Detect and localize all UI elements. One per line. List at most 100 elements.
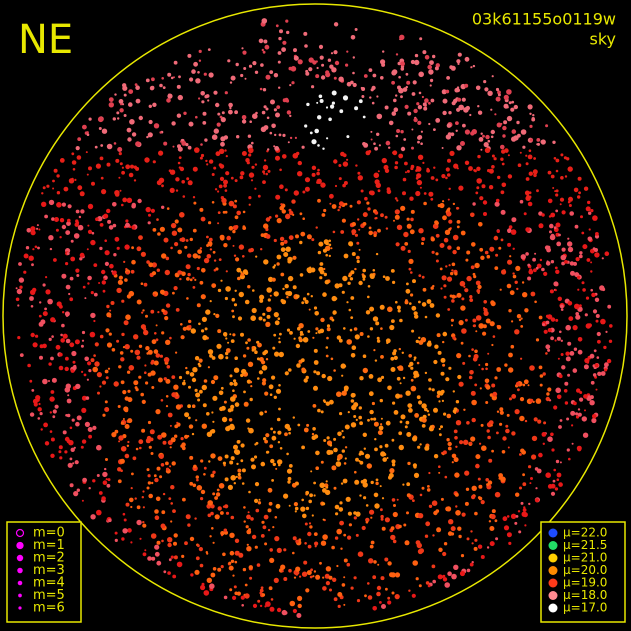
star [564, 381, 569, 386]
star [458, 534, 462, 539]
star [106, 143, 113, 150]
star [244, 583, 248, 587]
star [333, 22, 339, 27]
star [527, 276, 532, 281]
star [500, 122, 503, 125]
star [525, 252, 529, 256]
star [339, 412, 343, 416]
star [359, 460, 364, 465]
star [568, 457, 571, 461]
star [300, 358, 305, 363]
star [550, 260, 555, 264]
star [474, 511, 478, 516]
star [547, 170, 552, 175]
star [251, 464, 256, 470]
star [282, 98, 287, 103]
star [37, 246, 40, 250]
star [199, 563, 204, 568]
star [475, 330, 478, 333]
star [196, 303, 201, 308]
star [567, 341, 572, 346]
star [119, 162, 123, 166]
star [491, 165, 495, 169]
star [328, 575, 333, 580]
star [186, 277, 190, 281]
star [209, 300, 212, 303]
star [101, 269, 106, 275]
star [396, 224, 403, 230]
star [121, 299, 125, 303]
star [511, 431, 516, 436]
star [293, 190, 299, 196]
star [385, 420, 391, 426]
star [304, 299, 309, 304]
star [428, 122, 431, 126]
star [145, 381, 149, 385]
star [223, 595, 228, 600]
star [231, 297, 236, 302]
star [200, 459, 204, 463]
star [346, 301, 349, 304]
star [191, 377, 197, 383]
star [447, 441, 452, 447]
star [233, 367, 240, 373]
star [352, 56, 355, 59]
star [411, 128, 414, 131]
star [453, 407, 458, 412]
star [175, 308, 180, 312]
star [269, 131, 273, 135]
star [212, 420, 215, 423]
star [372, 606, 378, 611]
star [224, 454, 229, 459]
star [579, 304, 582, 308]
star [105, 478, 108, 481]
star [136, 519, 142, 526]
star [325, 72, 331, 78]
star [480, 255, 485, 260]
star [336, 528, 343, 535]
star [531, 435, 538, 442]
star [485, 401, 489, 404]
star [275, 194, 281, 200]
star [46, 184, 50, 188]
star [228, 200, 235, 207]
star [288, 568, 292, 573]
star [485, 384, 491, 390]
star [375, 182, 381, 188]
star [209, 354, 213, 358]
star [262, 378, 267, 383]
star [424, 371, 428, 375]
star [478, 222, 483, 227]
star [364, 594, 367, 598]
star [300, 231, 306, 237]
star [181, 442, 186, 447]
star [523, 212, 527, 216]
star [103, 213, 109, 219]
star [605, 330, 608, 333]
star [496, 325, 502, 330]
star [592, 373, 597, 377]
star [343, 533, 347, 537]
star [139, 446, 142, 450]
star [125, 219, 129, 223]
star [59, 158, 65, 163]
star [185, 264, 191, 270]
star [299, 273, 304, 277]
star [341, 583, 346, 587]
star [212, 541, 215, 544]
star [301, 301, 305, 305]
star [403, 523, 407, 527]
star [96, 444, 102, 451]
star [359, 494, 362, 497]
star [236, 267, 242, 273]
star [577, 412, 582, 417]
star [173, 286, 178, 291]
star [525, 154, 528, 157]
star [363, 142, 369, 148]
star [297, 171, 303, 177]
star [126, 294, 132, 299]
star [286, 328, 291, 332]
star [557, 296, 562, 301]
star [330, 247, 333, 250]
star [333, 486, 337, 490]
